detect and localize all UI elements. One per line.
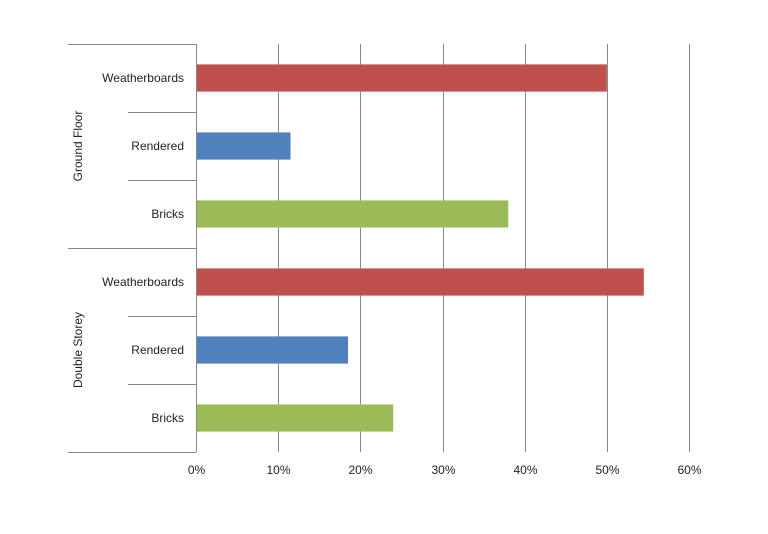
category-label: Bricks <box>151 411 184 425</box>
bar <box>197 200 509 228</box>
x-tick-label: 30% <box>431 463 455 477</box>
bar <box>197 132 291 160</box>
category-label: Rendered <box>131 139 184 153</box>
x-tick-label: 10% <box>266 463 290 477</box>
group-label: Double Storey <box>71 312 85 388</box>
x-tick-label: 20% <box>348 463 372 477</box>
category-label: Weatherboards <box>102 71 184 85</box>
category-axis <box>68 44 196 453</box>
x-tick-label: 50% <box>595 463 619 477</box>
category-label: Weatherboards <box>102 275 184 289</box>
gridlines <box>196 44 690 452</box>
bar <box>197 404 394 432</box>
x-tick-label: 0% <box>188 463 206 477</box>
category-label: Bricks <box>151 207 184 221</box>
category-labels: Weatherboards Rendered Bricks Weatherboards… <box>102 71 184 425</box>
x-tick-label: 60% <box>677 463 701 477</box>
value-tick-labels: 0% 10% 20% 30% 40% 50% 60% <box>188 463 702 477</box>
bars <box>197 64 644 432</box>
bar <box>197 336 349 364</box>
category-label: Rendered <box>131 343 184 357</box>
bar <box>197 64 607 92</box>
group-label: Ground Floor <box>71 111 85 182</box>
bar <box>197 268 644 296</box>
x-tick-label: 40% <box>513 463 537 477</box>
group-labels: Ground Floor Double Storey <box>71 111 85 388</box>
